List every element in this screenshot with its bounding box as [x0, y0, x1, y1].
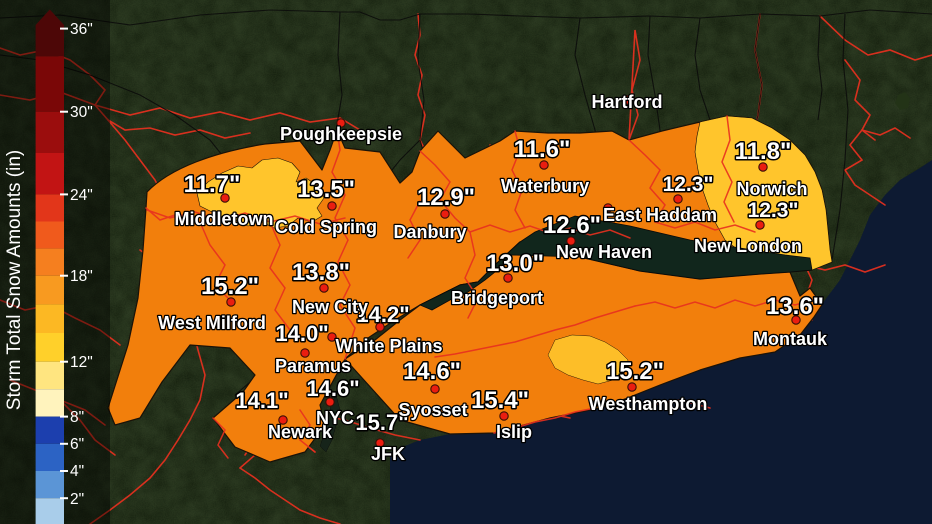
svg-text:36": 36": [70, 21, 93, 38]
svg-text:Storm Total Snow Amounts (in): Storm Total Snow Amounts (in): [4, 150, 25, 410]
svg-text:4": 4": [70, 463, 84, 480]
svg-text:2": 2": [70, 491, 84, 508]
svg-text:12": 12": [70, 354, 93, 371]
svg-text:8": 8": [70, 409, 84, 426]
svg-text:18": 18": [70, 268, 93, 285]
svg-text:24": 24": [70, 187, 93, 204]
svg-text:30": 30": [70, 104, 93, 121]
svg-text:6": 6": [70, 436, 84, 453]
